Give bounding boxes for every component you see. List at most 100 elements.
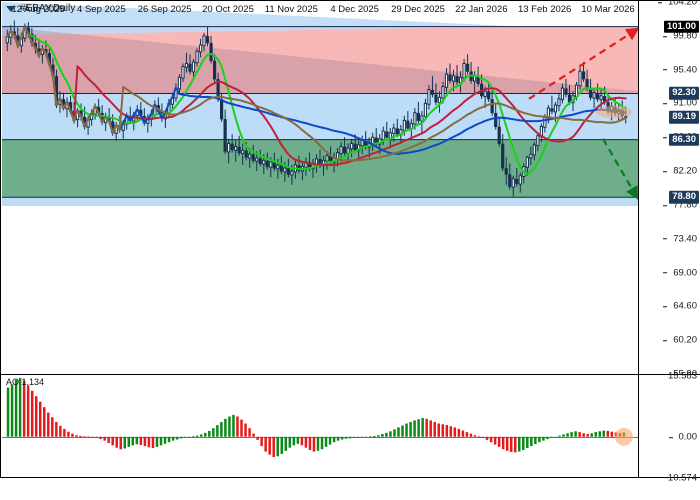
oscillator-bar <box>373 435 376 437</box>
price-tick: 69.00 <box>663 266 697 278</box>
price-level-label[interactable]: 86.30 <box>669 133 699 146</box>
ma-brown <box>6 26 627 162</box>
oscillator-bar <box>356 436 360 438</box>
oscillator-bar <box>195 435 199 437</box>
oscillator-bar <box>582 433 585 437</box>
oscillator-bar <box>381 434 384 437</box>
candlestick-series <box>5 20 628 197</box>
oscillator-bar <box>377 435 380 437</box>
oscillator-tick-label: 0.00 <box>678 431 698 443</box>
oscillator-bar <box>151 436 155 449</box>
oscillator-bar <box>14 379 18 437</box>
price-plot-area[interactable] <box>2 2 638 374</box>
oscillator-bar <box>586 434 589 437</box>
oscillator-bar <box>147 436 151 448</box>
oscillator-bar <box>288 436 292 448</box>
oscillator-bar <box>159 436 163 446</box>
price-level-label[interactable]: 101.00 <box>663 20 699 33</box>
oscillator-bar <box>312 436 316 452</box>
oscillator-bar <box>38 401 42 437</box>
time-axis-label: 13 Feb 2026 <box>517 4 572 15</box>
current-price-highlight <box>596 105 632 118</box>
support-zone <box>2 139 638 198</box>
oscillator-bar <box>465 432 469 437</box>
oscillator-bar <box>236 416 239 437</box>
chart-title-bar: #EBAY,Daily <box>6 3 75 14</box>
time-axis-label: 20 Oct 2025 <box>202 4 254 15</box>
oscillator-bar <box>252 433 255 437</box>
oscillator-bar <box>413 420 416 437</box>
chart-title-label: #EBAY,Daily <box>20 3 76 14</box>
oscillator-bar <box>200 434 203 437</box>
oscillator-bar <box>489 436 493 443</box>
price-tick-label: 64.60 <box>673 300 697 312</box>
oscillator-bar <box>276 436 279 457</box>
oscillator-bar <box>83 436 86 438</box>
oscillator-bar <box>204 432 207 437</box>
oscillator-tick-label: -10.574 <box>664 472 697 484</box>
ma-medium-red <box>6 26 627 167</box>
oscillator-bar <box>111 436 114 446</box>
oscillator-bar <box>538 436 541 443</box>
price-level-label[interactable]: 89.19 <box>669 111 699 124</box>
oscillator-bar <box>280 436 284 454</box>
oscillator-bar <box>18 377 22 437</box>
oscillator-bar <box>155 436 159 447</box>
oscillator-bar <box>453 427 457 437</box>
oscillator-bar <box>570 432 573 437</box>
oscillator-bar <box>324 436 328 447</box>
oscillator-bar <box>393 429 396 437</box>
price-tick: 73.40 <box>663 232 697 244</box>
oscillator-bar <box>103 436 106 441</box>
price-level-label[interactable]: 92.30 <box>669 87 699 100</box>
oscillator-bar <box>187 436 191 438</box>
oscillator-bar <box>389 431 392 437</box>
oscillator-bar <box>304 436 308 448</box>
price-tick: 77.80 <box>663 200 697 210</box>
collapse-triangle-icon[interactable] <box>6 5 16 12</box>
bullish-target-arrow <box>528 27 638 100</box>
oscillator-bar <box>139 436 143 445</box>
oscillator-bar <box>590 433 593 437</box>
oscillator-bar <box>163 436 167 444</box>
oscillator-bar <box>409 421 412 437</box>
oscillator-zero-line <box>2 436 638 438</box>
time-axis-label: 10 Mar 2026 <box>581 4 635 15</box>
oscillator-bar <box>268 436 271 455</box>
oscillator-bar <box>606 430 610 437</box>
oscillator-bar <box>308 436 312 451</box>
oscillator-bar <box>316 436 320 451</box>
oscillator-bar <box>513 436 517 453</box>
price-chart-panel[interactable]: 104.2099.8095.4091.0086.6082.2077.8073.4… <box>0 0 700 379</box>
price-tick-label: 55.80 <box>673 368 697 379</box>
oscillator-bar <box>449 426 453 437</box>
oscillator-bar <box>175 436 179 440</box>
oscillator-bar <box>300 436 304 446</box>
oscillator-bar <box>534 436 537 445</box>
oscillator-bar <box>260 436 263 447</box>
price-tick-label: 69.00 <box>673 266 697 278</box>
price-tick-label: 73.40 <box>673 232 697 244</box>
price-axis: 104.2099.8095.4091.0086.6082.2077.8073.4… <box>638 0 700 379</box>
resistance-zone <box>2 26 638 94</box>
oscillator-bar <box>284 436 288 451</box>
oscillator-bar <box>135 436 139 445</box>
oscillator-bar <box>574 431 577 437</box>
oscillator-bar <box>131 436 135 446</box>
oscillator-bar <box>509 436 513 452</box>
time-axis-label: 26 Sep 2025 <box>137 4 192 15</box>
oscillator-panel[interactable]: AO 1.134 15.583 0.00 -10.574 <box>0 371 700 483</box>
oscillator-bar <box>179 436 183 439</box>
oscillator-bar <box>256 436 259 440</box>
oscillator-bar <box>6 387 10 437</box>
oscillator-bar <box>610 431 614 437</box>
oscillator-bar <box>461 430 465 437</box>
price-series-svg <box>2 2 638 200</box>
oscillator-bar <box>518 436 521 452</box>
time-axis-label: 4 Dec 2025 <box>330 4 379 15</box>
price-level-label[interactable]: 78.80 <box>669 190 699 204</box>
oscillator-bar <box>332 436 336 443</box>
oscillator-plot-area[interactable]: AO 1.134 <box>2 376 638 478</box>
oscillator-bar <box>421 418 424 437</box>
